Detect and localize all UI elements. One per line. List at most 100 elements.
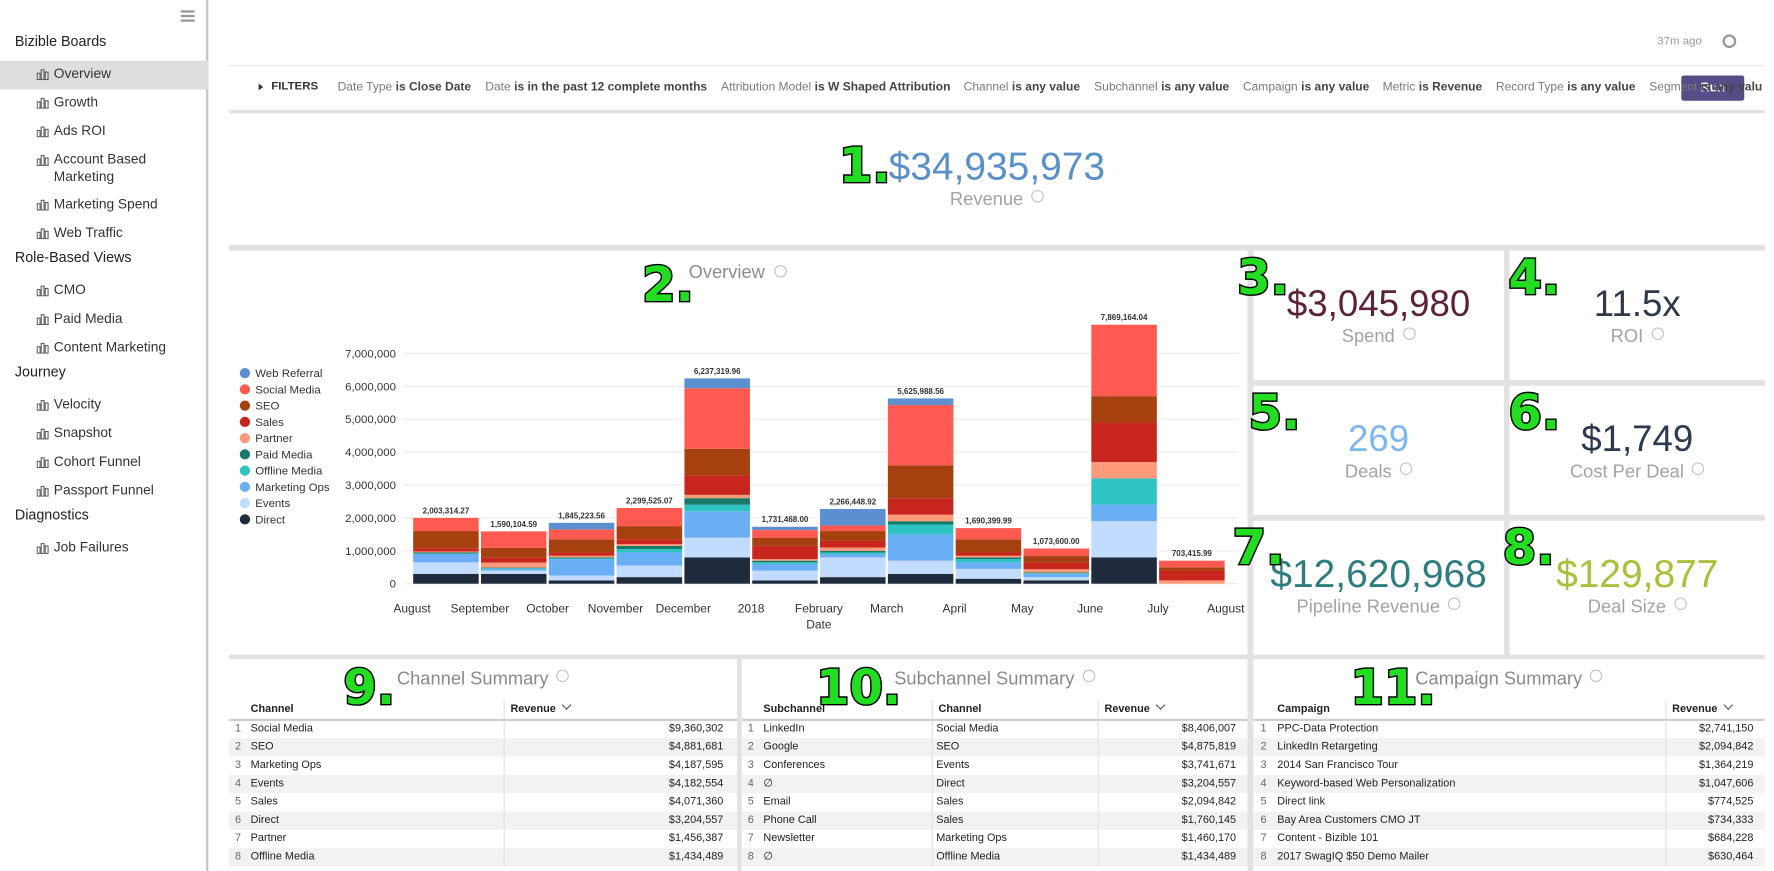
help-icon[interactable] [1448,597,1461,611]
nav-item[interactable]: Paid Media [0,306,191,335]
filter[interactable]: Segment is any valu [1649,80,1762,94]
help-icon[interactable] [1082,669,1095,683]
help-icon[interactable] [1031,189,1044,203]
y-tick-label: 3,000,000 [345,480,396,492]
table-cell: Direct link [1277,795,1326,809]
row-number: 2 [235,740,242,754]
sort-icon[interactable] [1722,700,1733,710]
bar-segment [887,398,954,406]
kpi-tile: $34,935,973 Revenue [228,113,1765,245]
updated-time: 37m ago [1657,35,1702,49]
nav-label: Passport Funnel [53,481,154,498]
settings-icon[interactable] [1722,34,1737,49]
bar-segment [684,448,750,476]
nav-item[interactable]: Passport Funnel [0,477,191,506]
filter[interactable]: Subchannel is any value [1094,80,1229,94]
column-header: Subchannel [760,700,932,718]
column-header[interactable]: Revenue [1097,700,1246,719]
filter[interactable]: Metric is Revenue [1383,80,1483,94]
kpi-value: $34,935,973 [888,145,1106,189]
row-stripe [228,811,738,830]
x-tick-label: 2018 [738,601,765,615]
icon-bar [36,101,41,109]
bar-segment [955,555,1022,558]
sort-icon[interactable] [1155,700,1165,710]
row-stripe [741,811,1248,830]
icon-bar [40,428,45,440]
help-icon[interactable] [1402,327,1416,340]
bar-segment [752,563,818,571]
help-icon[interactable] [1590,669,1603,683]
table-number: 10. [815,659,903,716]
nav-item[interactable]: Account Based Marketing [0,146,191,191]
menu-icon[interactable] [180,10,195,13]
nav-item[interactable]: Snapshot [0,420,191,449]
tile-number: 4. [1507,249,1562,306]
filter[interactable]: Attribution Model is W Shaped Attribution [721,80,950,94]
filter[interactable]: Campaign is any value [1243,80,1369,94]
nav-item[interactable]: Cohort Funnel [0,449,191,478]
bar-segment [820,547,886,551]
row-number: 3 [1260,758,1267,772]
board-icon [36,400,49,411]
nav-item[interactable]: Overview [0,60,209,90]
bar-segment [1023,562,1090,570]
expand-arrow[interactable] [258,83,264,91]
table-cell: $8,406,007 [1097,719,1246,739]
bar-segment [1023,569,1090,573]
table-cell: Conferences [763,758,826,772]
filter[interactable]: Record Type is any value [1496,80,1636,94]
help-icon[interactable] [1691,462,1705,475]
table-cell: $1,456,387 [503,829,733,849]
legend-label: Web Referral [255,368,322,380]
row-number: 7 [747,832,754,845]
nav-item[interactable]: CMO [0,277,191,306]
total-label: 2,299,525.07 [626,496,673,505]
filter[interactable]: Date Type is Close Date [338,80,471,94]
row-number: 2 [1260,740,1267,754]
legend-label: Sales [255,417,284,429]
legend-swatch [239,416,251,428]
bar-segment [616,544,683,546]
help-icon[interactable] [1674,597,1687,611]
nav-label: Snapshot [53,424,112,441]
filter[interactable]: Date is in the past 12 complete months [485,80,707,94]
row-stripe [741,774,1248,794]
nav-item[interactable]: Web Traffic [0,220,191,249]
help-icon[interactable] [1651,327,1664,340]
bar-segment [887,498,954,515]
bar-segment [1091,396,1157,423]
row-number: 5 [235,795,242,809]
sort-icon[interactable] [561,700,571,710]
nav-item[interactable]: Velocity [0,391,191,420]
table-cell: Sales [931,811,1098,830]
nav-label: Velocity [53,396,102,413]
help-icon[interactable] [556,669,570,683]
filter[interactable]: Channel is any value [964,80,1080,94]
filter-condition: is any value [1567,80,1636,94]
y-tick-label: 4,000,000 [345,447,396,459]
help-icon[interactable] [1399,462,1413,475]
bar-segment [684,537,750,558]
column-header[interactable]: Revenue [1665,700,1762,719]
filter-field: Date [485,80,511,94]
nav-item[interactable]: Growth [0,89,191,118]
run-button[interactable]: Run [1681,75,1745,101]
bar-segment [752,526,818,531]
nav-item[interactable]: Content Marketing [0,334,191,363]
filters-label[interactable]: FILTERS [271,80,319,93]
filter-condition: is any value [1161,80,1230,94]
icon-bar [44,71,49,81]
column-header[interactable]: Revenue [503,700,733,719]
x-tick-label: August [393,601,431,615]
kpi-tile: $12,620,968 Pipeline Revenue [1253,520,1504,655]
row-number: 1 [747,722,754,735]
icon-bar [40,97,45,109]
nav-item[interactable]: Marketing Spend [0,191,191,220]
nav-item[interactable]: Ads ROI [0,118,191,147]
icon-bar [44,100,49,109]
icon-bar [44,459,49,469]
nav-item[interactable]: Job Failures [0,534,191,563]
icon-bar [36,289,41,297]
section-title: Diagnostics [14,507,89,524]
